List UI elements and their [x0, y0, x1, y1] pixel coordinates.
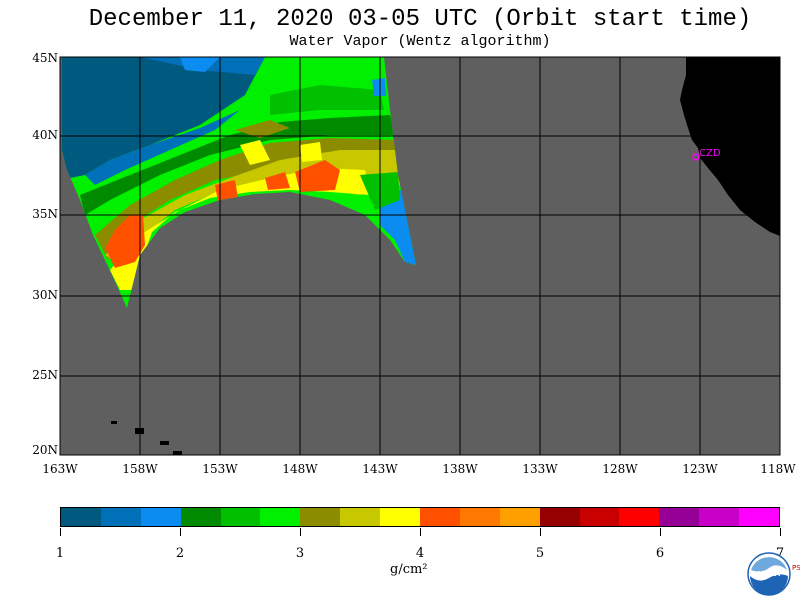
colorbar-segment	[459, 508, 500, 526]
lon-label-153w: 153W	[202, 462, 238, 476]
land-north-america	[680, 57, 780, 236]
lon-label-138w: 138W	[442, 462, 478, 476]
lat-label-40n: 40N	[32, 128, 58, 142]
colorbar-segment	[380, 508, 421, 526]
colorbar-segment	[220, 508, 261, 526]
colorbar-tick-label: 4	[415, 546, 425, 561]
colorbar-segment	[420, 508, 460, 526]
colorbar-segment	[260, 508, 301, 526]
colorbar-segment	[699, 508, 740, 526]
lon-label-128w: 128W	[602, 462, 638, 476]
colorbar-tick-label: 1	[55, 546, 65, 561]
map-frame	[59, 56, 781, 456]
station-marker	[692, 153, 700, 161]
colorbar-tick-label: 2	[175, 546, 185, 561]
colorbar	[60, 507, 780, 527]
grid-lines	[60, 57, 780, 455]
lon-label-158w: 158W	[122, 462, 158, 476]
lon-label-143w: 143W	[362, 462, 398, 476]
swath-field	[62, 57, 416, 308]
colorbar-segment	[300, 508, 341, 526]
colorbar-tick-label: 7	[775, 546, 785, 561]
colorbar-tick-mark	[660, 528, 661, 536]
colorbar-tick-mark	[420, 528, 421, 536]
colorbar-tick-label: 6	[655, 546, 665, 561]
colorbar-tick-mark	[60, 528, 61, 536]
psl-logo-text: PSL	[792, 564, 800, 572]
lon-label-118w: 118W	[760, 462, 796, 476]
lon-label-133w: 133W	[522, 462, 558, 476]
colorbar-segment	[499, 508, 540, 526]
psl-logo: PSL	[792, 564, 800, 572]
lon-label-123w: 123W	[682, 462, 718, 476]
lat-label-45n: 45N	[32, 51, 58, 65]
colorbar-segment	[340, 508, 381, 526]
colorbar-segment	[100, 508, 141, 526]
lon-label-148w: 148W	[282, 462, 318, 476]
colorbar-tick-mark	[540, 528, 541, 536]
colorbar-tick-mark	[780, 528, 781, 536]
noaa-logo: NOAA	[747, 552, 791, 596]
colorbar-segment	[579, 508, 620, 526]
map-title: December 11, 2020 03-05 UTC (Orbit start…	[88, 6, 752, 33]
noaa-logo-text: NOAA	[758, 570, 781, 578]
lat-label-20n: 20N	[32, 443, 58, 457]
colorbar-tick-label: 5	[535, 546, 545, 561]
colorbar-segment	[739, 508, 780, 526]
colorbar-segment	[539, 508, 580, 526]
lat-label-30n: 30N	[32, 288, 58, 302]
colorbar-segment	[61, 508, 101, 526]
colorbar-tick-mark	[300, 528, 301, 536]
colorbar-segment	[140, 508, 181, 526]
lat-label-35n: 35N	[32, 207, 58, 221]
station-label: CZD	[699, 148, 721, 159]
colorbar-unit-label: g/cm²	[390, 562, 428, 577]
colorbar-segment	[659, 508, 700, 526]
lat-label-25n: 25N	[32, 368, 58, 382]
colorbar-segment	[619, 508, 660, 526]
lon-label-163w: 163W	[42, 462, 78, 476]
colorbar-segment	[180, 508, 221, 526]
map-subtitle: Water Vapor (Wentz algorithm)	[289, 33, 551, 50]
colorbar-tick-mark	[180, 528, 181, 536]
colorbar-tick-label: 3	[295, 546, 305, 561]
